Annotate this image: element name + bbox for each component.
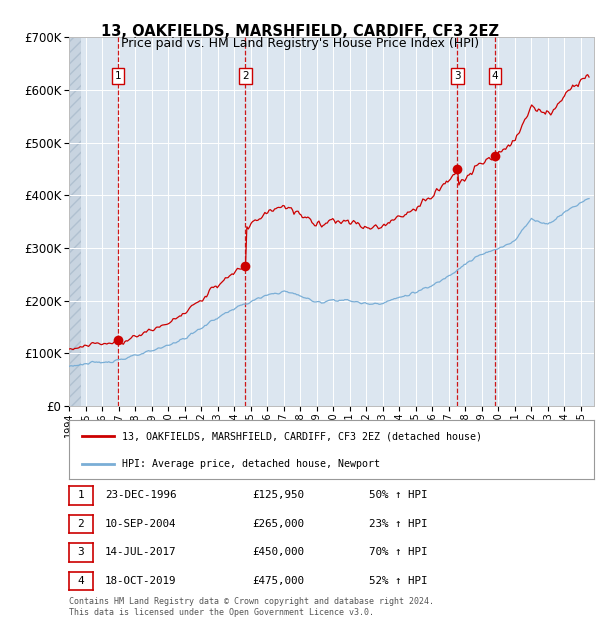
Text: 14-JUL-2017: 14-JUL-2017 <box>105 547 176 557</box>
Text: 3: 3 <box>454 71 461 81</box>
Text: 52% ↑ HPI: 52% ↑ HPI <box>369 576 427 586</box>
Text: Contains HM Land Registry data © Crown copyright and database right 2024.
This d: Contains HM Land Registry data © Crown c… <box>69 598 434 617</box>
Text: £475,000: £475,000 <box>252 576 304 586</box>
Text: 50% ↑ HPI: 50% ↑ HPI <box>369 490 427 500</box>
Text: 13, OAKFIELDS, MARSHFIELD, CARDIFF, CF3 2EZ: 13, OAKFIELDS, MARSHFIELD, CARDIFF, CF3 … <box>101 24 499 38</box>
Text: Price paid vs. HM Land Registry's House Price Index (HPI): Price paid vs. HM Land Registry's House … <box>121 37 479 50</box>
Text: 23% ↑ HPI: 23% ↑ HPI <box>369 519 427 529</box>
Text: 2: 2 <box>77 519 85 529</box>
Text: 4: 4 <box>491 71 498 81</box>
Text: 70% ↑ HPI: 70% ↑ HPI <box>369 547 427 557</box>
Text: 1: 1 <box>115 71 121 81</box>
Text: £450,000: £450,000 <box>252 547 304 557</box>
Text: 1: 1 <box>77 490 85 500</box>
Text: 10-SEP-2004: 10-SEP-2004 <box>105 519 176 529</box>
Text: 18-OCT-2019: 18-OCT-2019 <box>105 576 176 586</box>
Text: £265,000: £265,000 <box>252 519 304 529</box>
Text: £125,950: £125,950 <box>252 490 304 500</box>
Text: 3: 3 <box>77 547 85 557</box>
Text: HPI: Average price, detached house, Newport: HPI: Average price, detached house, Newp… <box>121 459 380 469</box>
Text: 13, OAKFIELDS, MARSHFIELD, CARDIFF, CF3 2EZ (detached house): 13, OAKFIELDS, MARSHFIELD, CARDIFF, CF3 … <box>121 432 482 441</box>
Text: 23-DEC-1996: 23-DEC-1996 <box>105 490 176 500</box>
Text: 4: 4 <box>77 576 85 586</box>
Text: 2: 2 <box>242 71 249 81</box>
Bar <box>69 37 81 406</box>
